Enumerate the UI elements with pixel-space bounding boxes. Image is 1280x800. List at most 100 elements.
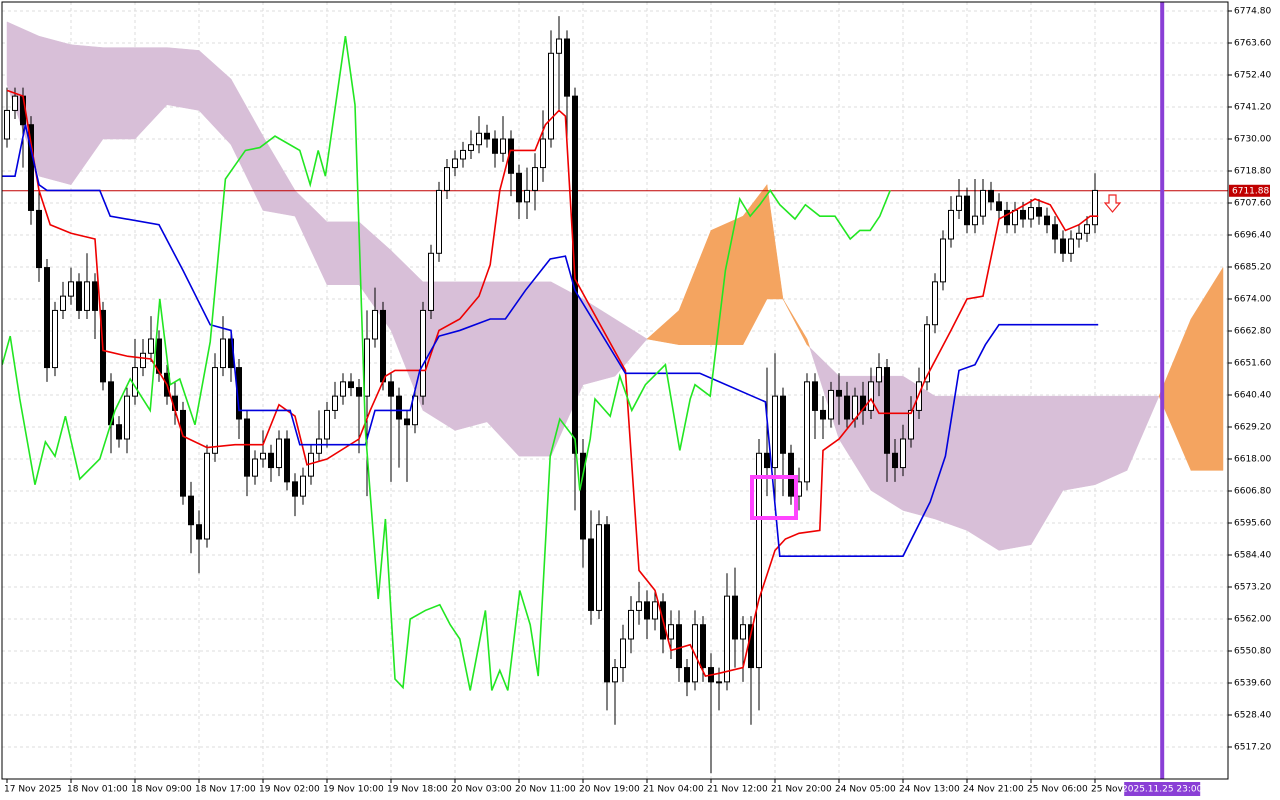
candle-body bbox=[396, 395, 402, 420]
candle-body bbox=[956, 195, 962, 211]
candle-body bbox=[844, 395, 850, 420]
candle-body bbox=[124, 395, 130, 440]
y-tick-label: 6517.20 bbox=[1234, 743, 1271, 753]
candle-body bbox=[564, 38, 570, 97]
cloud bbox=[454, 281, 488, 431]
y-tick-label: 6595.60 bbox=[1234, 519, 1271, 529]
x-tick-label: 17 Nov 2025 bbox=[4, 785, 62, 795]
cloud bbox=[518, 281, 552, 457]
y-tick-label: 6741.20 bbox=[1234, 103, 1271, 113]
candle-body bbox=[4, 109, 10, 140]
candle-body bbox=[148, 338, 154, 354]
indicator-line bbox=[6, 89, 1099, 678]
candle-body bbox=[372, 309, 378, 340]
candle-body bbox=[524, 189, 530, 203]
x-tick-label: 19 Nov 10:00 bbox=[323, 785, 384, 795]
cloud bbox=[102, 47, 136, 140]
x-tick-label: 18 Nov 17:00 bbox=[195, 785, 256, 795]
y-tick-label: 6528.40 bbox=[1234, 711, 1271, 721]
y-tick-label: 6606.80 bbox=[1234, 487, 1271, 497]
candle-body bbox=[1036, 207, 1042, 217]
candle-body bbox=[260, 452, 266, 460]
y-tick-label: 6674.00 bbox=[1234, 295, 1271, 305]
candle-body bbox=[220, 338, 226, 369]
candle-body bbox=[1084, 224, 1090, 234]
candle-body bbox=[460, 149, 466, 160]
candle-body bbox=[828, 389, 834, 420]
y-tick-label: 6651.60 bbox=[1234, 359, 1271, 369]
candle-body bbox=[1044, 215, 1050, 226]
candle-body bbox=[276, 438, 282, 469]
candle-body bbox=[812, 381, 818, 411]
candle-body bbox=[36, 209, 42, 269]
candle-body bbox=[628, 609, 634, 640]
candle-body bbox=[636, 601, 642, 611]
candle-body bbox=[876, 367, 882, 383]
candle-body bbox=[1020, 209, 1026, 220]
candle-body bbox=[348, 381, 354, 389]
y-tick-label: 6550.80 bbox=[1234, 647, 1271, 657]
candle-body bbox=[1092, 189, 1098, 226]
candle-body bbox=[540, 138, 546, 169]
candle-body bbox=[612, 667, 618, 683]
candle-body bbox=[780, 395, 786, 454]
candle-body bbox=[804, 381, 810, 483]
candle-body bbox=[436, 189, 442, 254]
candle-body bbox=[588, 538, 594, 611]
y-tick-label: 6763.60 bbox=[1234, 39, 1271, 49]
candle-body bbox=[300, 475, 306, 497]
candle-body bbox=[868, 381, 874, 411]
y-tick-label: 6562.00 bbox=[1234, 615, 1271, 625]
candle-body bbox=[516, 172, 522, 203]
candle-body bbox=[772, 395, 778, 469]
candle-body bbox=[716, 681, 722, 684]
candle-body bbox=[484, 132, 490, 140]
candle-body bbox=[620, 638, 626, 669]
candle-body bbox=[196, 524, 202, 540]
candle-body bbox=[884, 367, 890, 454]
candle-body bbox=[116, 424, 122, 440]
candle-body bbox=[756, 452, 762, 669]
candle-body bbox=[356, 387, 362, 397]
candle-body bbox=[684, 667, 690, 683]
candle-body bbox=[1004, 209, 1010, 226]
candle-body bbox=[92, 281, 98, 311]
x-tick-label: 21 Nov 20:00 bbox=[771, 785, 832, 795]
cloud bbox=[1126, 395, 1160, 471]
candle-body bbox=[28, 124, 34, 211]
candle-body bbox=[500, 138, 506, 154]
candle-body bbox=[268, 452, 274, 469]
y-tick-label: 6662.80 bbox=[1234, 327, 1271, 337]
x-tick-label: 24 Nov 21:00 bbox=[963, 785, 1024, 795]
candle-body bbox=[340, 381, 346, 397]
cloud bbox=[998, 395, 1032, 551]
x-tick-label: 18 Nov 01:00 bbox=[67, 785, 128, 795]
x-tick-label: 25 Nov 06:00 bbox=[1027, 785, 1088, 795]
candle-body bbox=[836, 389, 842, 397]
candle-body bbox=[900, 438, 906, 469]
candle-body bbox=[476, 132, 482, 146]
y-tick-label: 6685.20 bbox=[1234, 263, 1271, 273]
candle-body bbox=[724, 595, 730, 683]
x-tick-label: 20 Nov 03:00 bbox=[451, 785, 512, 795]
candle-body bbox=[420, 309, 426, 397]
plot-border bbox=[1, 1, 1229, 780]
candle-body bbox=[444, 167, 450, 191]
candle-body bbox=[412, 395, 418, 426]
candle-body bbox=[556, 38, 562, 54]
candle-body bbox=[324, 409, 330, 440]
cloud bbox=[326, 221, 360, 285]
candle-body bbox=[908, 409, 914, 440]
x-tick-label: 18 Nov 09:00 bbox=[131, 785, 192, 795]
candle-body bbox=[60, 295, 66, 311]
candle-body bbox=[652, 601, 658, 620]
candle-body bbox=[940, 238, 946, 283]
cloud bbox=[1062, 395, 1096, 491]
candle-body bbox=[1076, 232, 1082, 240]
time-marker-box bbox=[1124, 782, 1201, 796]
candle-body bbox=[700, 624, 706, 669]
cloud bbox=[806, 338, 810, 348]
candle-body bbox=[1060, 238, 1066, 254]
x-tick-label: 24 Nov 05:00 bbox=[835, 785, 896, 795]
